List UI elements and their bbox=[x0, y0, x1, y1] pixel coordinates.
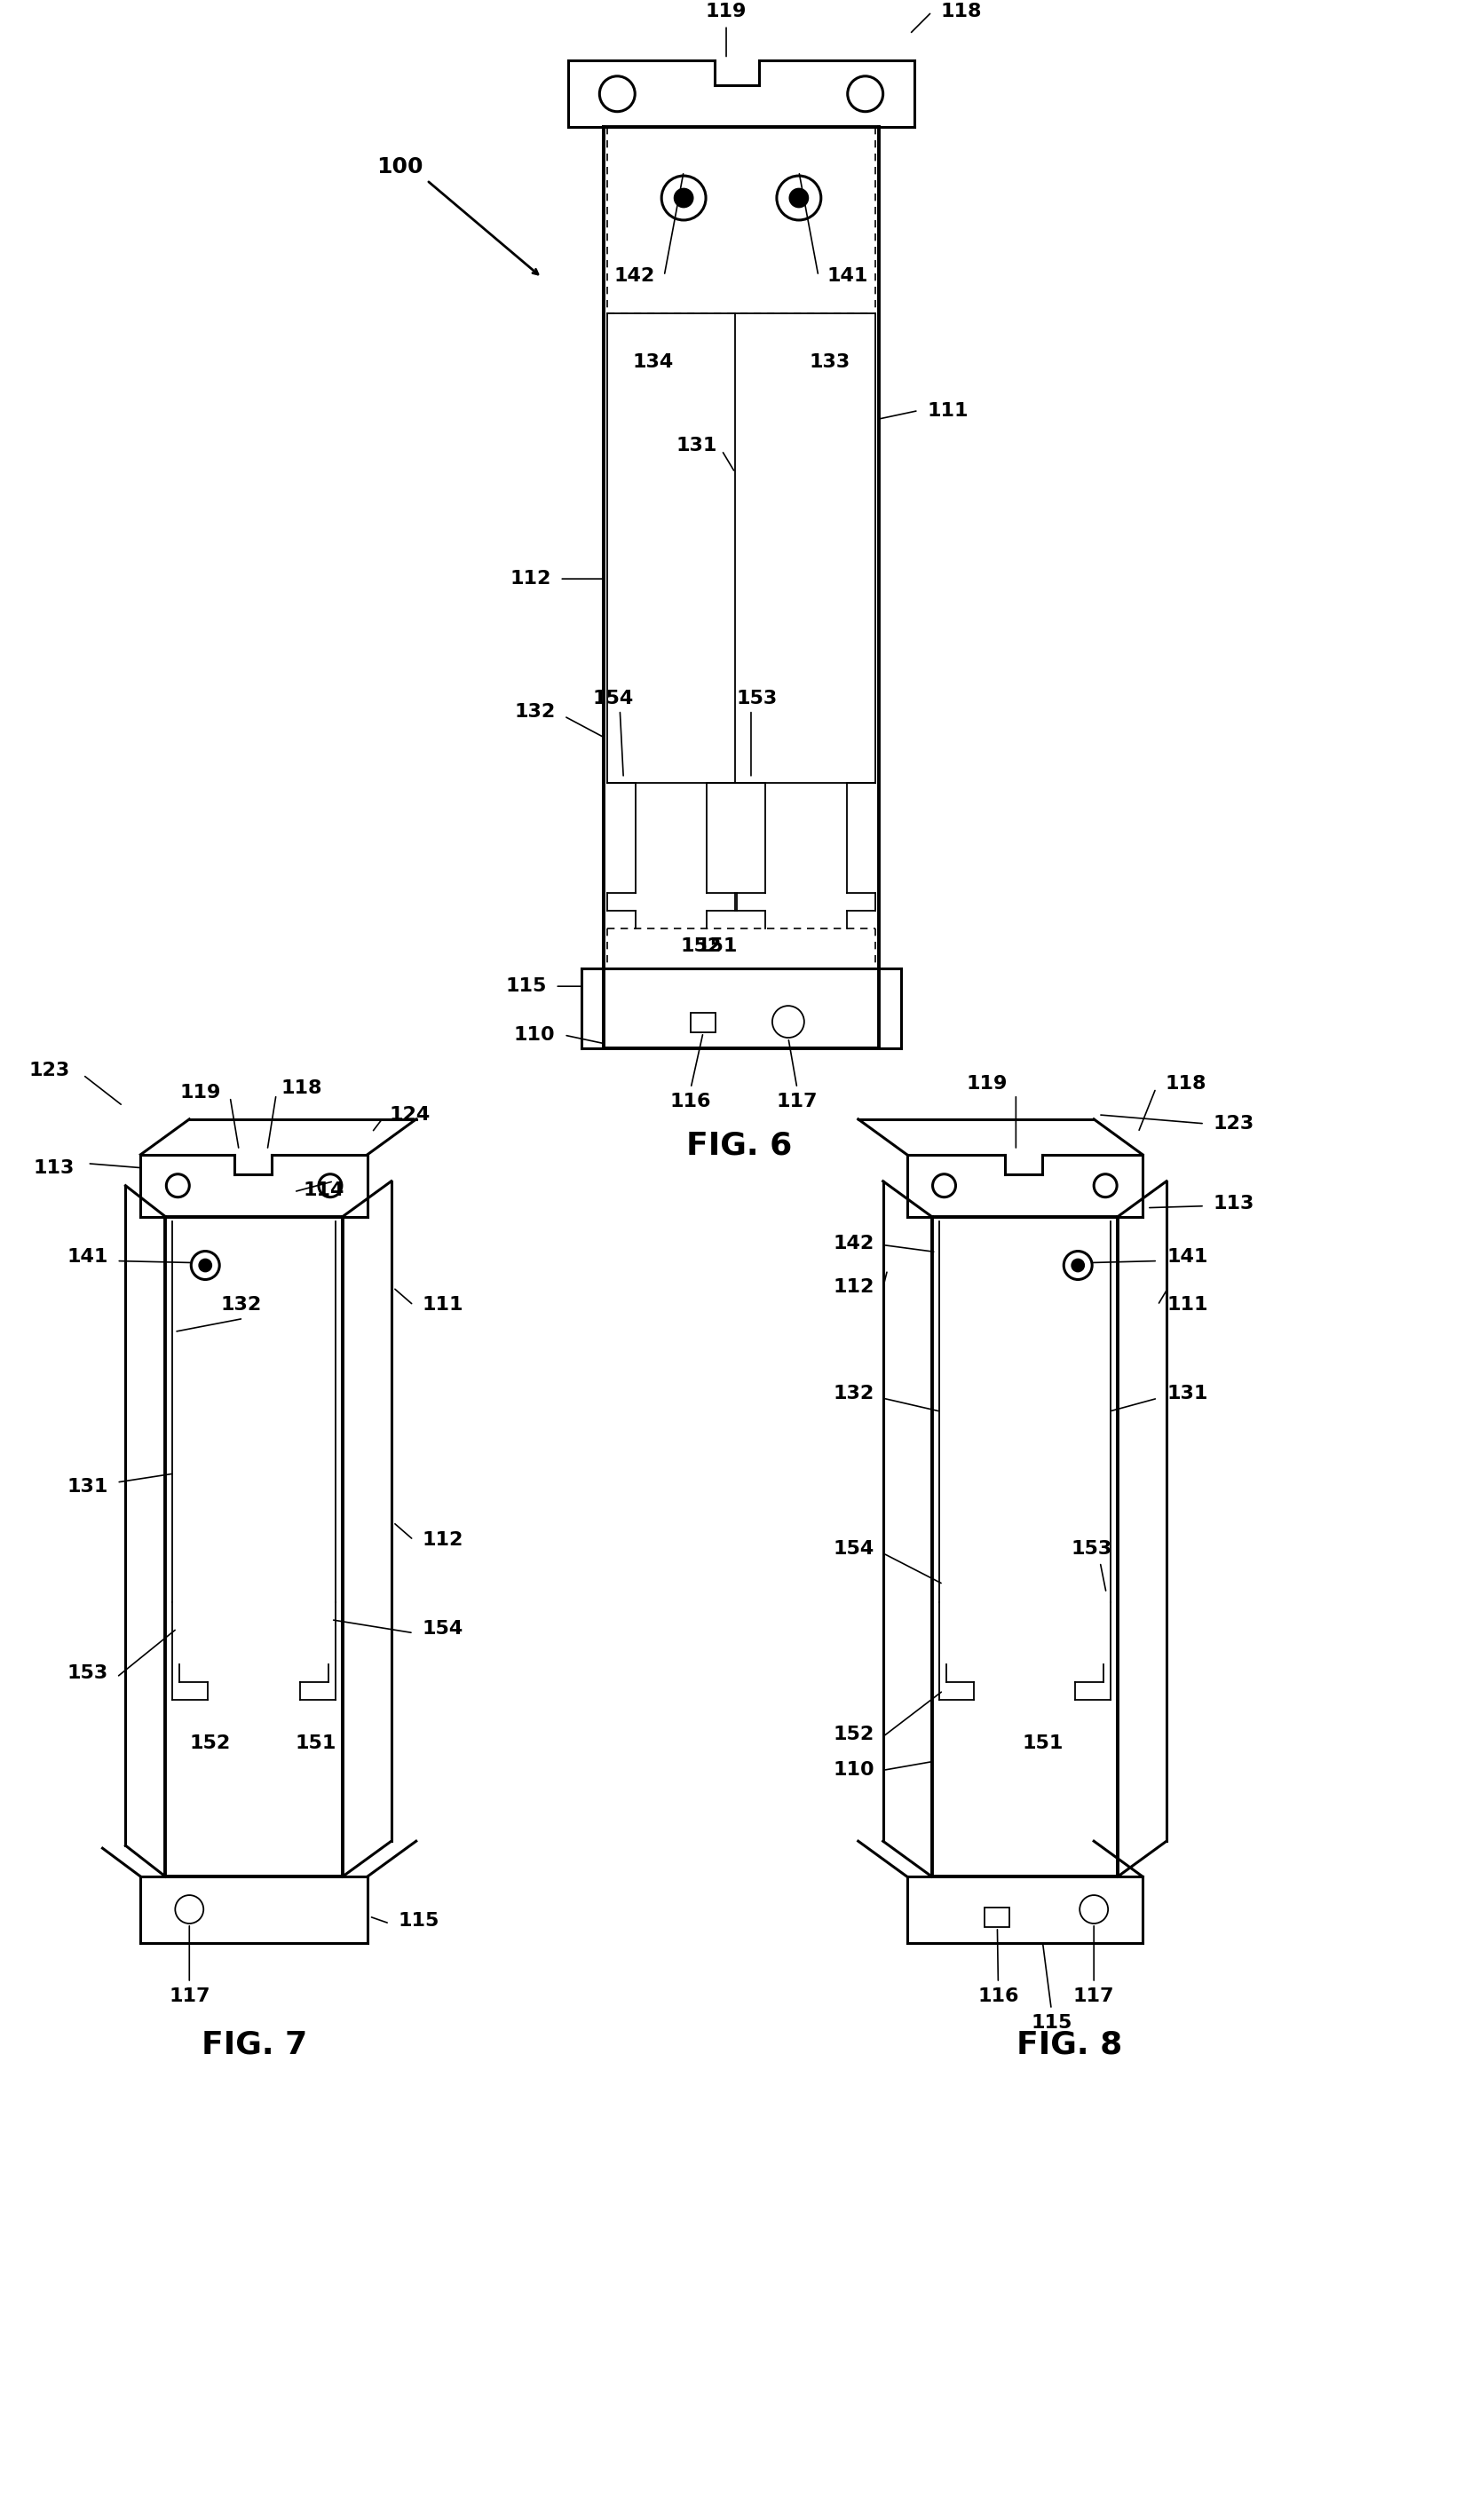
Text: 117: 117 bbox=[169, 1988, 210, 2006]
Text: 112: 112 bbox=[510, 570, 550, 587]
Text: 119: 119 bbox=[705, 3, 747, 20]
Text: 153: 153 bbox=[737, 690, 778, 708]
Text: 151: 151 bbox=[296, 1734, 337, 1751]
Text: 118: 118 bbox=[1165, 1076, 1205, 1094]
Circle shape bbox=[1072, 1260, 1084, 1273]
Text: 153: 153 bbox=[1071, 1540, 1112, 1557]
Text: 141: 141 bbox=[827, 267, 868, 285]
Circle shape bbox=[790, 189, 808, 207]
Text: FIG. 8: FIG. 8 bbox=[1016, 2029, 1123, 2059]
Text: FIG. 7: FIG. 7 bbox=[201, 2029, 308, 2059]
Text: 131: 131 bbox=[676, 436, 717, 454]
Text: 111: 111 bbox=[1167, 1295, 1208, 1313]
Text: 114: 114 bbox=[303, 1182, 345, 1200]
Text: 153: 153 bbox=[67, 1663, 108, 1681]
Text: 116: 116 bbox=[670, 1094, 711, 1111]
Text: 152: 152 bbox=[680, 937, 722, 955]
Text: 154: 154 bbox=[833, 1540, 874, 1557]
Text: 132: 132 bbox=[833, 1386, 874, 1404]
Text: 111: 111 bbox=[423, 1295, 463, 1313]
Text: 131: 131 bbox=[67, 1477, 108, 1497]
Text: 115: 115 bbox=[1031, 2013, 1072, 2031]
Text: 119: 119 bbox=[966, 1076, 1007, 1094]
Text: 112: 112 bbox=[423, 1532, 463, 1550]
Text: 131: 131 bbox=[1167, 1386, 1208, 1404]
Text: 113: 113 bbox=[1213, 1194, 1254, 1212]
Text: 124: 124 bbox=[389, 1106, 430, 1124]
Text: 110: 110 bbox=[833, 1761, 874, 1779]
Text: 117: 117 bbox=[776, 1094, 818, 1111]
Text: 142: 142 bbox=[833, 1235, 874, 1252]
Text: 141: 141 bbox=[1167, 1247, 1208, 1265]
Text: 154: 154 bbox=[592, 690, 633, 708]
Text: 142: 142 bbox=[614, 267, 655, 285]
Text: 141: 141 bbox=[67, 1247, 108, 1265]
Text: 115: 115 bbox=[506, 978, 546, 995]
Text: 110: 110 bbox=[513, 1026, 555, 1043]
Text: 151: 151 bbox=[1022, 1734, 1063, 1751]
Text: 154: 154 bbox=[423, 1620, 463, 1638]
Text: 116: 116 bbox=[978, 1988, 1019, 2006]
Text: 132: 132 bbox=[515, 703, 555, 721]
Text: 152: 152 bbox=[189, 1734, 231, 1751]
Text: 123: 123 bbox=[28, 1061, 70, 1079]
Text: 132: 132 bbox=[220, 1295, 262, 1313]
Text: 113: 113 bbox=[33, 1159, 74, 1177]
Text: 119: 119 bbox=[180, 1084, 222, 1101]
Bar bbox=[691, 1013, 716, 1033]
Circle shape bbox=[674, 189, 694, 207]
Text: 111: 111 bbox=[927, 401, 969, 418]
Text: 133: 133 bbox=[809, 353, 850, 370]
Text: 151: 151 bbox=[697, 937, 738, 955]
Text: 134: 134 bbox=[632, 353, 673, 370]
Text: 117: 117 bbox=[1074, 1988, 1115, 2006]
Text: 115: 115 bbox=[398, 1913, 439, 1930]
Text: 152: 152 bbox=[833, 1726, 874, 1744]
Text: 112: 112 bbox=[833, 1278, 874, 1295]
Text: 118: 118 bbox=[941, 3, 982, 20]
Text: 123: 123 bbox=[1213, 1114, 1254, 1131]
Circle shape bbox=[200, 1260, 211, 1273]
Text: FIG. 6: FIG. 6 bbox=[686, 1131, 793, 1162]
Bar bbox=[985, 1908, 1010, 1928]
Text: 100: 100 bbox=[377, 156, 423, 176]
Text: 118: 118 bbox=[281, 1079, 322, 1096]
